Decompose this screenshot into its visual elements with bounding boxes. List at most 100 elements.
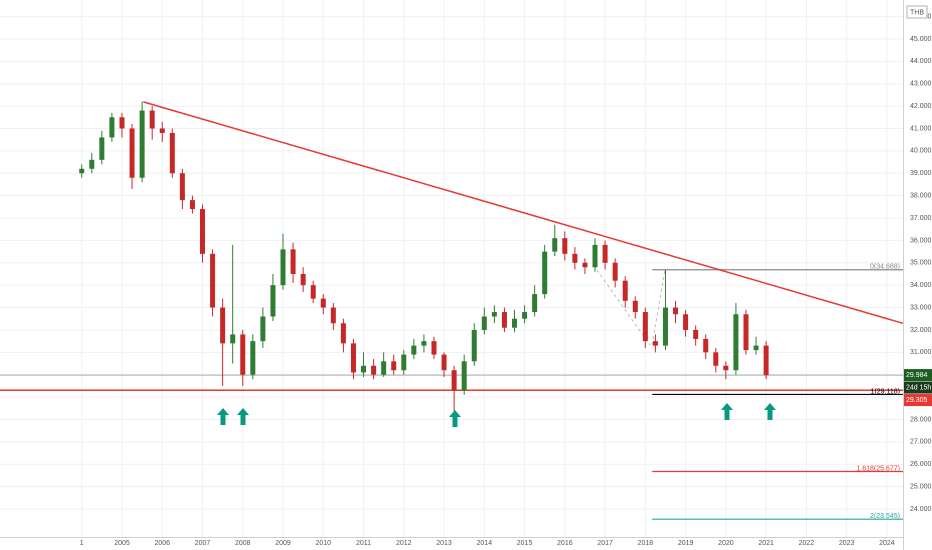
candle-body xyxy=(512,318,518,328)
y-tick-label: 34.000 xyxy=(910,282,932,289)
price-tag-label: 24d 15h xyxy=(906,384,931,391)
x-tick-label: 2010 xyxy=(315,540,331,547)
candle-body xyxy=(673,307,679,315)
candle-body xyxy=(652,341,658,346)
y-tick-label: 41.000 xyxy=(910,125,932,132)
currency: THB xyxy=(910,9,924,16)
y-tick-label: 36.000 xyxy=(910,237,932,244)
candle-body xyxy=(723,365,729,371)
candle-body xyxy=(179,173,185,201)
x-tick-label: 2014 xyxy=(477,540,493,547)
x-tick-label: 2021 xyxy=(758,540,774,547)
candle-body xyxy=(642,312,648,342)
candle-body xyxy=(441,354,447,371)
candle-body xyxy=(501,312,507,328)
y-tick-label: 35.000 xyxy=(910,260,932,267)
x-tick-label: 2017 xyxy=(597,540,613,547)
candle-body xyxy=(411,345,417,355)
y-tick-label: 28.000 xyxy=(910,416,932,423)
x-tick-label: 2012 xyxy=(396,540,412,547)
candle-body xyxy=(200,209,206,254)
x-tick-label: 2009 xyxy=(275,540,291,547)
x-tick-label: 2015 xyxy=(517,540,533,547)
candle-body xyxy=(421,341,427,346)
y-tick-label: 37.000 xyxy=(910,215,932,222)
price-tag-label: 29.984 xyxy=(906,372,928,379)
fib-label: 1(29.118) xyxy=(871,388,900,395)
up-arrow xyxy=(449,410,461,427)
candle-body xyxy=(401,354,407,371)
up-arrow xyxy=(764,403,776,420)
y-tick-label: 45.000 xyxy=(910,36,932,43)
candle-body xyxy=(572,253,578,263)
candle-body xyxy=(713,352,719,366)
candle-body xyxy=(189,200,195,210)
candle-body xyxy=(310,285,316,299)
candle-body xyxy=(703,338,709,353)
candle-body xyxy=(461,361,467,391)
y-tick-label: 25.000 xyxy=(910,483,932,490)
candle-body xyxy=(361,365,367,373)
x-tick-label: 1 xyxy=(80,540,84,547)
arrows xyxy=(217,403,776,427)
candle-body xyxy=(612,262,618,281)
candle-body xyxy=(371,365,377,375)
x-tick-label: 2016 xyxy=(557,540,573,547)
candle-body xyxy=(532,294,538,313)
candle-body xyxy=(250,341,256,375)
price-tag xyxy=(904,394,932,407)
candle-body xyxy=(582,262,588,268)
candle-body xyxy=(562,238,568,254)
candle-body xyxy=(743,314,749,351)
y-tick-label: 44.000 xyxy=(910,58,932,65)
candle-body xyxy=(320,298,326,308)
candle-body xyxy=(129,128,135,178)
candle-body xyxy=(280,249,286,286)
x-tick-label: 2022 xyxy=(799,540,815,547)
candle-body xyxy=(632,300,638,313)
y-tick-label: 42.000 xyxy=(910,103,932,110)
candle-body xyxy=(139,110,145,178)
candle-body xyxy=(220,307,226,344)
candle-body xyxy=(542,251,548,295)
candle-body xyxy=(99,137,105,160)
up-arrow xyxy=(237,408,249,425)
x-tick-label: 2018 xyxy=(638,540,654,547)
x-tick-label: 2020 xyxy=(718,540,734,547)
drawing-layer: 0(34.688) 1(29.118) 1.618(25.677) 2(23.545) xyxy=(0,101,904,520)
x-tick-label: 2019 xyxy=(678,540,694,547)
x-tick-label: 2008 xyxy=(235,540,251,547)
candle-body xyxy=(763,345,769,376)
up-arrow xyxy=(721,403,733,420)
x-tick-label: 2005 xyxy=(114,540,130,547)
candle-body xyxy=(169,132,175,174)
candle-body xyxy=(290,249,296,274)
candle-body xyxy=(79,168,85,174)
y-tick-label: 40.000 xyxy=(910,148,932,155)
candle-body xyxy=(210,253,216,308)
grid xyxy=(0,0,903,537)
candle-body xyxy=(260,316,266,342)
candle-body xyxy=(522,312,528,319)
y-tick-label: 31.000 xyxy=(910,349,932,356)
candle-body xyxy=(552,238,558,252)
candle-body xyxy=(350,343,356,373)
candle-body xyxy=(340,323,346,344)
candle-body xyxy=(491,312,497,317)
candle-body xyxy=(391,361,397,371)
candle-body xyxy=(270,285,276,317)
candle-body xyxy=(159,128,165,133)
x-tick-label: 2013 xyxy=(436,540,452,547)
trend-line xyxy=(143,101,904,325)
y-tick-label: 43.000 xyxy=(910,81,932,88)
y-tick-label: 32.000 xyxy=(910,327,932,334)
candle-body xyxy=(149,110,155,129)
candle-body xyxy=(592,244,598,268)
candle-body xyxy=(753,345,759,351)
y-tick-label: 39.000 xyxy=(910,170,932,177)
x-tick-label: 2006 xyxy=(154,540,170,547)
candle-body xyxy=(451,370,457,391)
